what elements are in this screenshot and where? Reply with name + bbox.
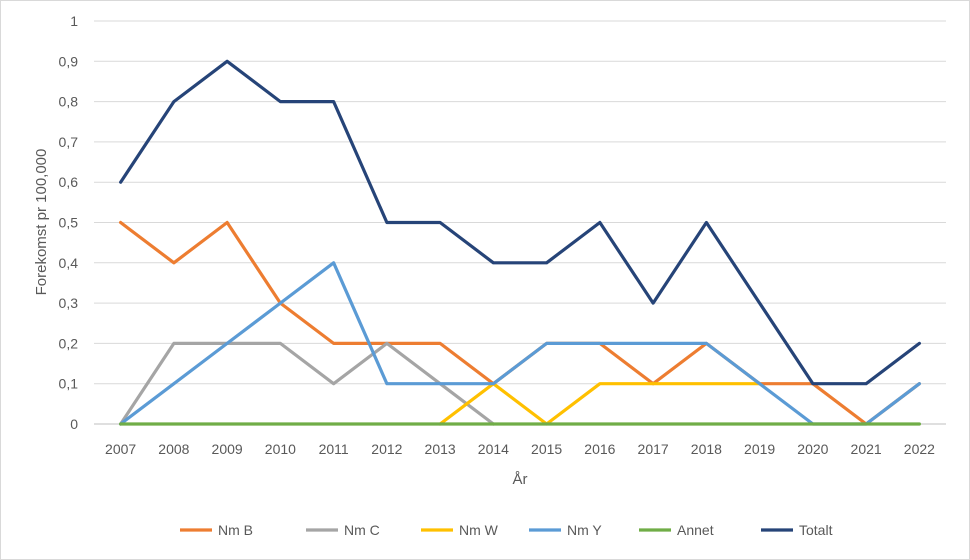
y-tick-label: 0,9: [59, 53, 79, 69]
y-tick-label: 0,3: [59, 295, 79, 311]
x-tick-label: 2010: [265, 441, 296, 457]
x-tick-label: 2007: [105, 441, 136, 457]
x-tick-label: 2009: [212, 441, 243, 457]
y-tick-label: 0,6: [59, 174, 79, 190]
legend-label: Annet: [677, 522, 714, 538]
x-tick-label: 2020: [797, 441, 828, 457]
x-tick-label: 2008: [158, 441, 189, 457]
legend-label: Nm W: [459, 522, 499, 538]
series-line-totalt: [119, 59, 921, 386]
series-line-nm-b: [119, 220, 921, 426]
x-tick-label: 2018: [691, 441, 722, 457]
x-tick-label: 2013: [425, 441, 456, 457]
y-tick-label: 1: [70, 13, 78, 29]
x-axis-title: År: [513, 471, 528, 488]
legend-label: Nm Y: [567, 522, 602, 538]
y-tick-label: 0,7: [59, 134, 79, 150]
legend: Nm B Nm C Nm W Nm Y Annet Totalt: [180, 522, 833, 538]
x-tick-label: 2014: [478, 441, 509, 457]
y-axis-title: Forekomst pr 100,000: [33, 149, 50, 296]
y-tick-label: 0,1: [59, 376, 79, 392]
x-tick-label: 2022: [904, 441, 935, 457]
y-tick-label: 0,4: [59, 255, 79, 271]
x-tick-label: 2012: [371, 441, 402, 457]
x-axis-ticks: 2007 2008 2009 2010 2011 2012 2013 2014 2015 2016…: [105, 441, 935, 457]
y-tick-label: 0: [70, 416, 78, 432]
x-tick-label: 2021: [851, 441, 882, 457]
x-tick-label: 2016: [584, 441, 615, 457]
series-line-nm-w: [438, 382, 762, 426]
x-tick-label: 2019: [744, 441, 775, 457]
y-tick-label: 0,2: [59, 335, 79, 351]
series-lines: [119, 59, 921, 426]
series-line-nm-c: [119, 341, 495, 426]
x-tick-label: 2015: [531, 441, 562, 457]
series-line-nm-y: [119, 261, 921, 426]
x-tick-label: 2011: [319, 441, 349, 457]
y-tick-label: 0,8: [59, 94, 79, 110]
y-axis-ticks: 0 0,1 0,2 0,3 0,4 0,5 0,6 0,7 0,8 0,9 1: [59, 13, 79, 432]
legend-label: Totalt: [799, 522, 833, 538]
legend-label: Nm C: [344, 522, 380, 538]
y-tick-label: 0,5: [59, 215, 79, 231]
legend-label: Nm B: [218, 522, 253, 538]
x-tick-label: 2017: [638, 441, 669, 457]
